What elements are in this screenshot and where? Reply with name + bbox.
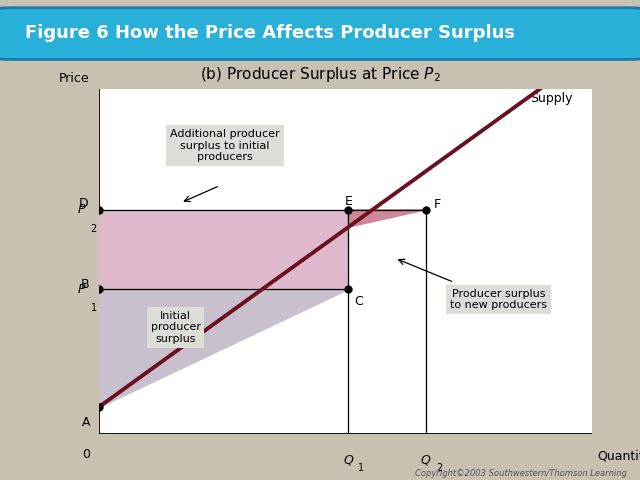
Text: 1: 1 bbox=[90, 303, 97, 313]
Text: Price: Price bbox=[59, 72, 90, 85]
Text: (b) Producer Surplus at Price $\mathit{P}_2$: (b) Producer Surplus at Price $\mathit{P… bbox=[200, 65, 440, 84]
Text: $Q$: $Q$ bbox=[420, 454, 431, 468]
Text: 1: 1 bbox=[358, 463, 364, 473]
Text: $Q$: $Q$ bbox=[342, 454, 354, 468]
FancyBboxPatch shape bbox=[0, 8, 640, 60]
Text: 2: 2 bbox=[90, 224, 97, 234]
Text: Supply: Supply bbox=[530, 92, 572, 105]
Text: Initial
producer
surplus: Initial producer surplus bbox=[150, 311, 200, 344]
Text: D: D bbox=[79, 197, 88, 210]
Text: Copyright©2003 Southwestern/Thomson Learning: Copyright©2003 Southwestern/Thomson Lear… bbox=[415, 468, 627, 478]
Text: A: A bbox=[82, 416, 90, 429]
Text: C: C bbox=[354, 295, 363, 308]
Text: 2: 2 bbox=[436, 463, 442, 473]
Text: E: E bbox=[344, 194, 352, 208]
Text: 0: 0 bbox=[83, 448, 90, 461]
Text: F: F bbox=[434, 198, 441, 211]
Polygon shape bbox=[99, 210, 348, 289]
Text: Figure 6 How the Price Affects Producer Surplus: Figure 6 How the Price Affects Producer … bbox=[25, 24, 515, 42]
Polygon shape bbox=[348, 210, 426, 227]
Text: Additional producer
surplus to initial
producers: Additional producer surplus to initial p… bbox=[170, 129, 280, 162]
Text: Quantity: Quantity bbox=[597, 450, 640, 463]
Text: $P$: $P$ bbox=[77, 203, 86, 216]
Text: Producer surplus
to new producers: Producer surplus to new producers bbox=[450, 289, 547, 311]
Text: B: B bbox=[81, 277, 89, 290]
Text: $P$: $P$ bbox=[77, 283, 86, 296]
Polygon shape bbox=[99, 289, 348, 407]
